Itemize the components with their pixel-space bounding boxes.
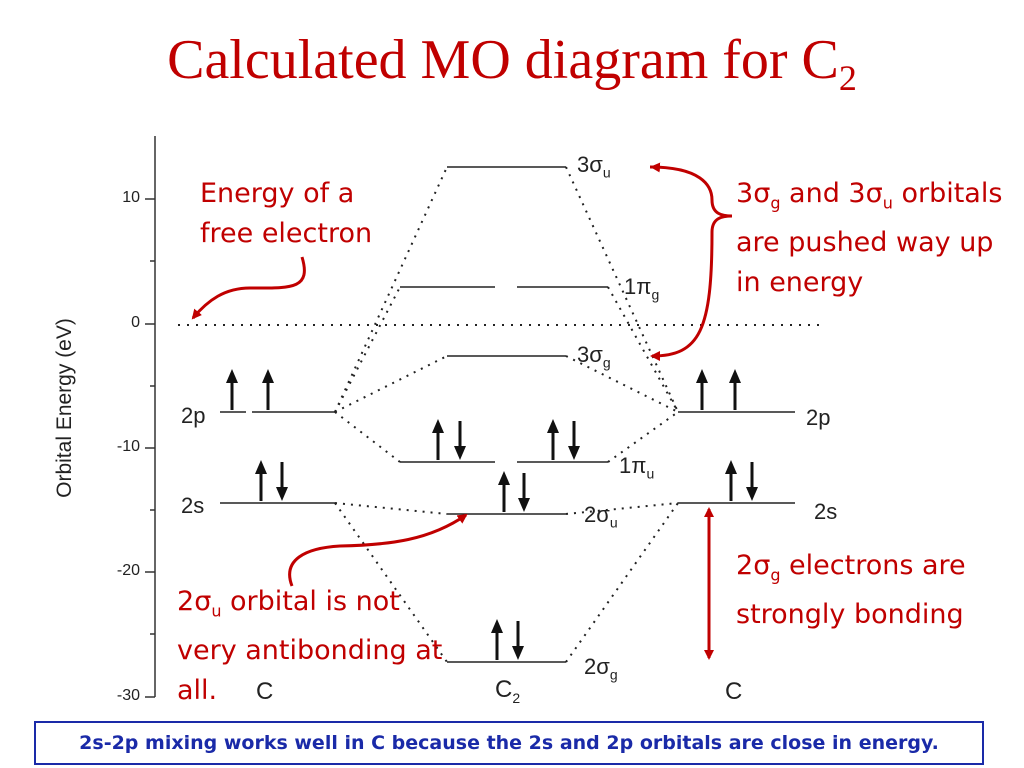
- tick-label: -30: [116, 687, 140, 704]
- atom-label-left: C: [256, 678, 274, 705]
- ao-label-2p-left: 2p: [181, 403, 206, 428]
- page-title: Calculated MO diagram for C2: [167, 29, 857, 99]
- tick-label: 10: [122, 189, 140, 206]
- electron-up-1pu-b: [547, 419, 559, 460]
- free-electron-arrow: [191, 256, 306, 320]
- tick-label: -10: [116, 438, 140, 455]
- tick-label: 0: [131, 314, 140, 331]
- mo-label-1pg: 1πg: [624, 274, 660, 303]
- electron-up-2p-right-2: [729, 369, 741, 410]
- ao-label-2s-right: 2s: [814, 499, 838, 524]
- annotation-free-electron: Energy of a free electron: [200, 178, 373, 249]
- mo-label-2sg: 2σg: [584, 654, 618, 683]
- electron-down-1pu-a: [454, 421, 466, 460]
- correlation-lines: [334, 166, 679, 663]
- electron-down-2s-right: [746, 462, 758, 501]
- electron-down-2sg: [512, 621, 524, 660]
- electron-down-1pu-b: [568, 421, 580, 460]
- ao-label-2p-right: 2p: [806, 405, 831, 430]
- electron-up-2sg: [491, 619, 503, 660]
- annotation-pushed-up: 3σg and 3σu orbitals are pushed way up i…: [736, 178, 1003, 299]
- electron-up-2su: [498, 471, 510, 512]
- electron-down-2su: [518, 473, 530, 512]
- annotation-s2u: 2σu orbital is not very antibonding at a…: [177, 586, 443, 707]
- atom-label-right: C: [725, 678, 743, 705]
- s2u-arrow: [288, 513, 468, 587]
- mo-label-3sg: 3σg: [577, 342, 611, 371]
- energy-axis: [145, 136, 156, 698]
- electron-up-1pu-a: [432, 419, 444, 460]
- pushed-up-bracket: [649, 165, 733, 361]
- electron-up-2p-left-1: [226, 369, 238, 410]
- electron-up-2p-right-1: [696, 369, 708, 410]
- annotation-arrows: [191, 162, 733, 660]
- tick-label: -20: [116, 562, 140, 579]
- electron-up-2s-left: [255, 460, 267, 501]
- electron-down-2s-left: [276, 462, 288, 501]
- footer-note: 2s-2p mixing works well in C because the…: [34, 721, 984, 765]
- electron-up-2p-left-2: [262, 369, 274, 410]
- mo-label-1pu: 1πu: [619, 453, 655, 482]
- atom-label-middle: C2: [495, 676, 521, 706]
- energy-levels: [220, 166, 795, 663]
- ao-label-2s-left: 2s: [181, 493, 205, 518]
- electron-up-2s-right: [725, 460, 737, 501]
- electrons: [226, 369, 758, 660]
- y-axis-label: Orbital Energy (eV): [53, 318, 76, 498]
- annotation-s2g: 2σg electrons are strongly bonding: [736, 550, 966, 631]
- mo-label-2su: 2σu: [584, 502, 618, 531]
- mo-label-3su: 3σu: [577, 152, 611, 181]
